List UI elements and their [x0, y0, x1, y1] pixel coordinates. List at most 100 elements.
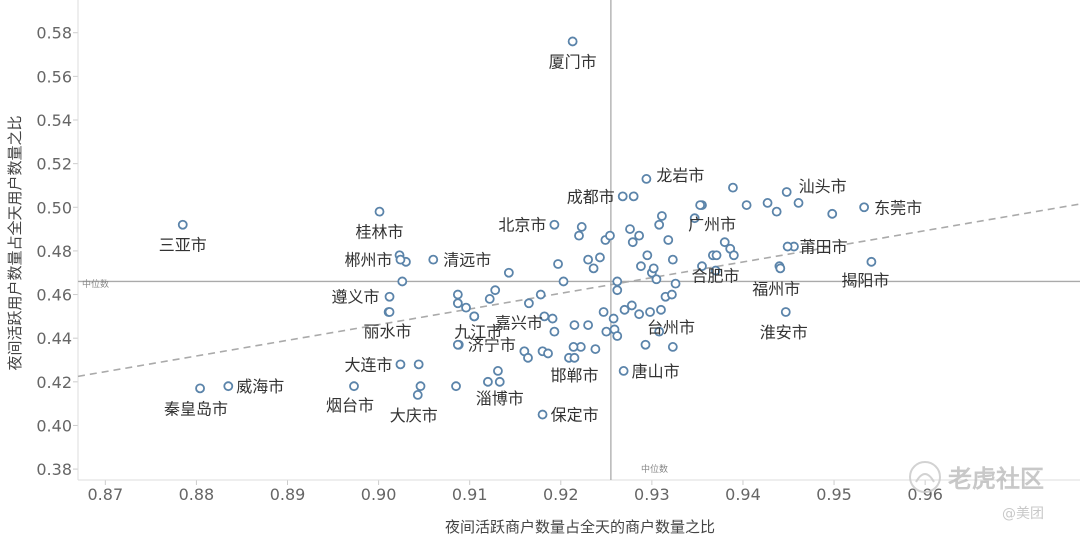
point-label: 厦门市	[549, 52, 597, 71]
data-point	[469, 311, 480, 322]
point-label: 三亚市	[159, 236, 207, 255]
point-label: 成都市	[567, 187, 615, 206]
point-label: 邯郸市	[550, 366, 598, 385]
data-point	[651, 274, 662, 285]
data-point	[605, 230, 615, 241]
data-point	[667, 254, 678, 265]
point-label: 汕头市	[799, 177, 847, 196]
trend-line	[77, 203, 1080, 378]
y-tick-label: 0.40	[36, 416, 72, 435]
data-point	[617, 191, 628, 202]
data-point	[523, 352, 533, 363]
data-point	[384, 291, 395, 302]
data-point	[583, 254, 594, 265]
y-tick-label: 0.52	[36, 155, 72, 174]
data-point	[503, 267, 514, 278]
y-tick-label: 0.46	[36, 286, 72, 305]
y-tick-label: 0.48	[36, 242, 72, 261]
data-point	[395, 359, 406, 370]
point-label: 烟台市	[326, 396, 374, 415]
median-y-label: 中位数	[82, 278, 109, 290]
data-point	[547, 313, 558, 324]
data-point	[780, 307, 791, 317]
data-point	[349, 381, 359, 392]
data-point	[413, 359, 424, 370]
data-point	[640, 339, 651, 350]
data-point	[634, 230, 645, 241]
data-point	[612, 285, 623, 296]
data-point	[667, 342, 678, 352]
data-point	[543, 348, 553, 359]
data-point	[648, 263, 659, 274]
data-point	[667, 289, 677, 300]
data-point	[452, 289, 463, 300]
data-point	[568, 342, 579, 352]
y-tick-label: 0.58	[36, 24, 72, 43]
point-label: 丽水市	[364, 322, 412, 341]
data-point	[689, 213, 700, 224]
data-point	[859, 202, 870, 213]
data-point	[793, 198, 804, 208]
point-label: 遵义市	[332, 288, 380, 307]
data-point	[553, 259, 563, 269]
data-point	[395, 254, 406, 265]
data-point	[711, 250, 722, 261]
data-point	[576, 222, 587, 232]
point-label: 唐山市	[632, 362, 680, 381]
data-point	[612, 331, 623, 341]
data-point	[452, 298, 463, 309]
data-point	[612, 276, 623, 287]
point-label: 桂林市	[356, 223, 404, 242]
data-point	[590, 344, 601, 354]
data-point	[177, 219, 188, 230]
data-point	[451, 381, 461, 392]
data-point	[695, 200, 706, 210]
x-tick-label: 0.88	[179, 485, 215, 504]
data-point	[627, 237, 638, 248]
data-point	[634, 309, 645, 320]
data-point	[775, 263, 786, 274]
point-label: 嘉兴市	[495, 313, 543, 332]
data-point	[549, 326, 560, 337]
data-point	[223, 381, 234, 392]
data-point	[656, 304, 666, 315]
x-tick-label: 0.92	[543, 485, 579, 504]
data-point	[654, 219, 665, 230]
data-point	[642, 250, 653, 261]
point-label: 合肥市	[692, 266, 740, 285]
point-label: 广州市	[688, 215, 736, 234]
y-tick-label: 0.44	[36, 329, 72, 348]
x-tick-label: 0.95	[816, 485, 852, 504]
data-points	[177, 36, 877, 420]
data-point	[569, 320, 580, 330]
y-axis-title: 夜间活跃用户数量占全天用户数量之比	[6, 115, 24, 370]
x-tick-label: 0.96	[907, 485, 943, 504]
data-point	[827, 208, 838, 219]
point-label: 揭阳市	[841, 271, 889, 290]
point-label: 济宁市	[468, 336, 516, 355]
data-point	[569, 352, 580, 363]
point-label: 龙岩市	[656, 166, 704, 185]
data-point	[397, 276, 408, 287]
data-point	[866, 256, 877, 267]
data-point	[654, 326, 665, 337]
data-point	[483, 376, 493, 387]
data-point	[567, 36, 578, 47]
point-label: 九江市	[454, 322, 502, 341]
data-point	[574, 230, 584, 241]
watermark: 老虎社区 @美团	[909, 461, 1044, 522]
data-point	[484, 294, 495, 304]
x-tick-label: 0.87	[88, 485, 124, 504]
data-point	[374, 206, 385, 217]
data-point	[710, 265, 721, 276]
data-point	[598, 307, 609, 317]
data-point	[452, 339, 463, 350]
point-label: 保定市	[551, 406, 599, 425]
data-point	[618, 366, 629, 376]
data-point	[781, 187, 792, 197]
point-label: 秦皇岛市	[164, 399, 228, 418]
tiger-logo-icon	[909, 461, 941, 493]
data-point	[641, 174, 652, 184]
point-label: 东莞市	[874, 198, 922, 217]
